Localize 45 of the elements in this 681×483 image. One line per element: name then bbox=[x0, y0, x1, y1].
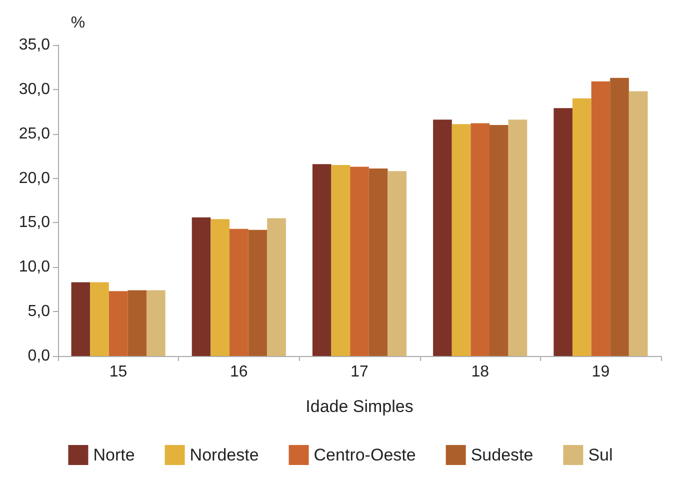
bar bbox=[610, 78, 629, 356]
bar bbox=[90, 282, 109, 356]
y-tick-label: 35,0 bbox=[18, 36, 50, 54]
y-tick-label: 5,0 bbox=[28, 303, 50, 320]
bar bbox=[210, 219, 230, 356]
bar bbox=[71, 282, 90, 356]
bar bbox=[470, 123, 490, 356]
bar bbox=[388, 171, 407, 356]
bar bbox=[368, 168, 388, 356]
bar bbox=[192, 217, 211, 356]
x-tick-label: 17 bbox=[350, 364, 368, 380]
bar bbox=[628, 91, 648, 356]
bar bbox=[452, 124, 471, 356]
bar bbox=[331, 164, 350, 356]
x-tick-label: 18 bbox=[471, 364, 490, 380]
x-axis-title: Idade Simples bbox=[306, 397, 414, 416]
bar bbox=[108, 291, 128, 356]
legend-label: Centro-Oeste bbox=[314, 446, 416, 464]
bar bbox=[490, 124, 508, 356]
legend-label: Nordeste bbox=[190, 446, 259, 464]
y-tick-label: 30,0 bbox=[18, 80, 50, 98]
y-tick-label: 15,0 bbox=[18, 214, 50, 232]
x-tick-label: 16 bbox=[230, 364, 248, 380]
legend-label: Sudeste bbox=[470, 446, 534, 464]
y-tick-label: 10,0 bbox=[18, 258, 50, 276]
bar bbox=[433, 120, 452, 356]
y-axis-title: % bbox=[70, 14, 86, 32]
y-tick-label: 20,0 bbox=[18, 170, 50, 187]
legend-label: Norte bbox=[93, 446, 135, 464]
bar bbox=[591, 81, 610, 356]
bar bbox=[267, 218, 286, 356]
bar bbox=[128, 290, 147, 356]
legend-label: Sul bbox=[588, 446, 613, 464]
bar bbox=[554, 108, 572, 356]
x-tick-label: 15 bbox=[109, 364, 128, 380]
bar bbox=[146, 290, 166, 356]
bar bbox=[508, 120, 528, 356]
x-tick-label: 19 bbox=[592, 364, 610, 380]
y-tick-label: 0,0 bbox=[28, 348, 50, 364]
bar bbox=[350, 166, 369, 356]
y-tick-label: 25,0 bbox=[18, 125, 50, 142]
bar bbox=[229, 228, 248, 356]
bar bbox=[572, 98, 592, 356]
bar bbox=[248, 230, 268, 356]
bar bbox=[312, 164, 332, 356]
